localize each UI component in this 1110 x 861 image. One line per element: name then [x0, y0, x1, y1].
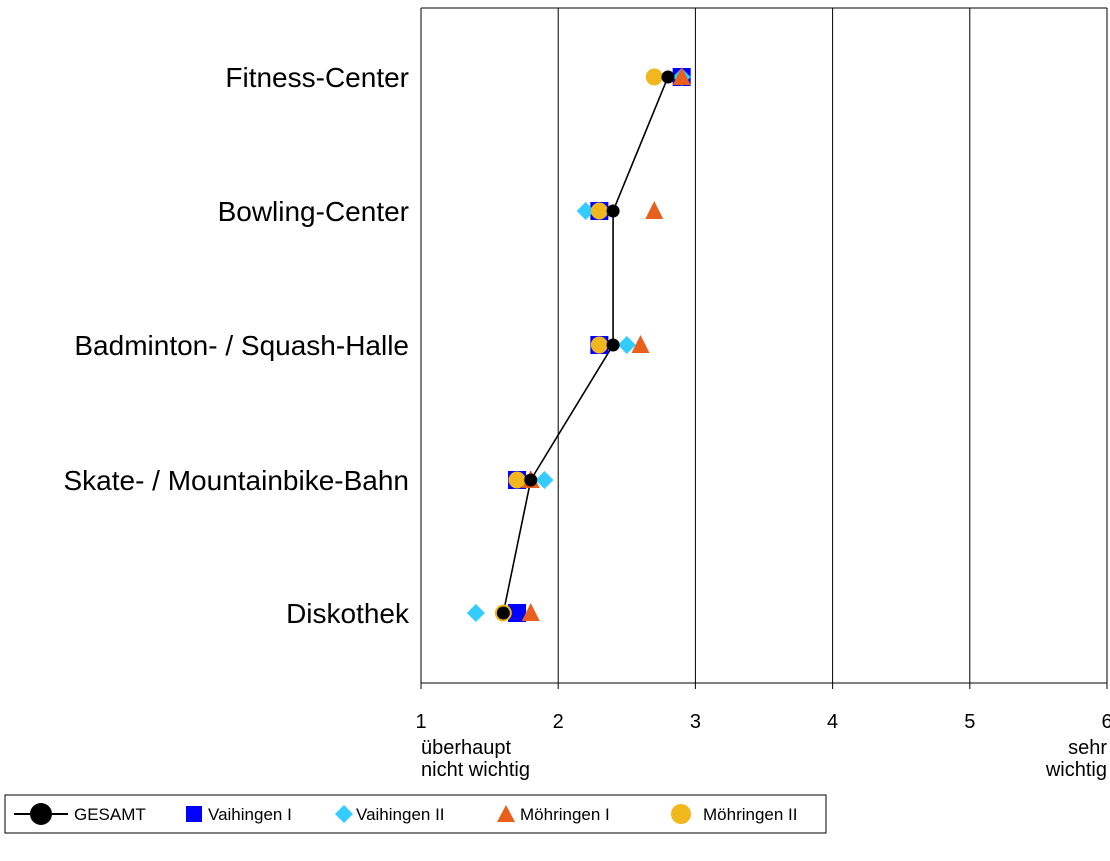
category-label: Skate- / Mountainbike-Bahn — [63, 465, 409, 496]
data-markers — [466, 67, 691, 622]
x-axis-ticks: 1 2 3 4 5 6 — [415, 683, 1110, 733]
legend-label-moehringen-i: Möhringen I — [520, 805, 610, 824]
marker-moehringen-i — [672, 67, 691, 85]
x-max-caption-line1: sehr — [1068, 737, 1107, 759]
legend-marker-moehringen-ii — [671, 804, 691, 824]
category-label: Fitness-Center — [225, 62, 409, 93]
category-label: Bowling-Center — [218, 196, 409, 227]
marker-moehringen-ii — [590, 336, 608, 354]
marker-moehringen-ii — [645, 68, 663, 86]
marker-vaihingen-ii — [576, 202, 595, 220]
tick-label-1: 1 — [415, 711, 426, 733]
marker-vaihingen-ii — [535, 471, 554, 489]
tick-label-5: 5 — [964, 711, 975, 733]
legend-label-vaihingen-ii: Vaihingen II — [356, 805, 445, 824]
x-min-caption-line1: überhaupt — [421, 737, 512, 759]
legend: GESAMT Vaihingen I Vaihingen II Möhringen I… — [4, 794, 827, 834]
tick-label-4: 4 — [827, 711, 838, 733]
legend-marker-vaihingen-i — [186, 806, 202, 822]
marker-moehringen-i — [521, 603, 540, 621]
tick-label-6: 6 — [1101, 711, 1110, 733]
marker-gesamt — [524, 473, 538, 487]
legend-label-gesamt: GESAMT — [74, 805, 146, 824]
marker-moehringen-ii — [590, 202, 608, 220]
marker-moehringen-i — [631, 335, 650, 353]
x-max-caption-line2: wichtig — [1045, 759, 1107, 781]
plot-area — [420, 7, 1107, 684]
legend-label-moehringen-ii: Möhringen II — [703, 805, 798, 824]
marker-moehringen-i — [645, 201, 664, 219]
marker-gesamt — [606, 338, 620, 352]
marker-vaihingen-i — [508, 604, 527, 622]
marker-vaihingen-ii — [617, 336, 636, 354]
category-label: Badminton- / Squash-Halle — [74, 330, 409, 361]
tick-label-2: 2 — [553, 711, 564, 733]
marker-gesamt — [496, 606, 510, 620]
marker-gesamt — [606, 204, 620, 218]
legend-marker-vaihingen-ii — [335, 805, 353, 823]
grid-lines — [557, 8, 1108, 683]
category-label: Diskothek — [286, 598, 410, 629]
x-min-caption-line2: nicht wichtig — [421, 759, 530, 781]
marker-gesamt — [661, 70, 675, 84]
legend-marker-gesamt — [30, 803, 52, 825]
tick-label-3: 3 — [690, 711, 701, 733]
category-labels: Fitness-Center Bowling-Center Badminton- /… — [63, 62, 410, 629]
legend-marker-moehringen-i — [497, 805, 515, 822]
marker-moehringen-ii — [508, 471, 526, 489]
legend-label-vaihingen-i: Vaihingen I — [208, 805, 292, 824]
marker-vaihingen-ii — [466, 604, 485, 622]
